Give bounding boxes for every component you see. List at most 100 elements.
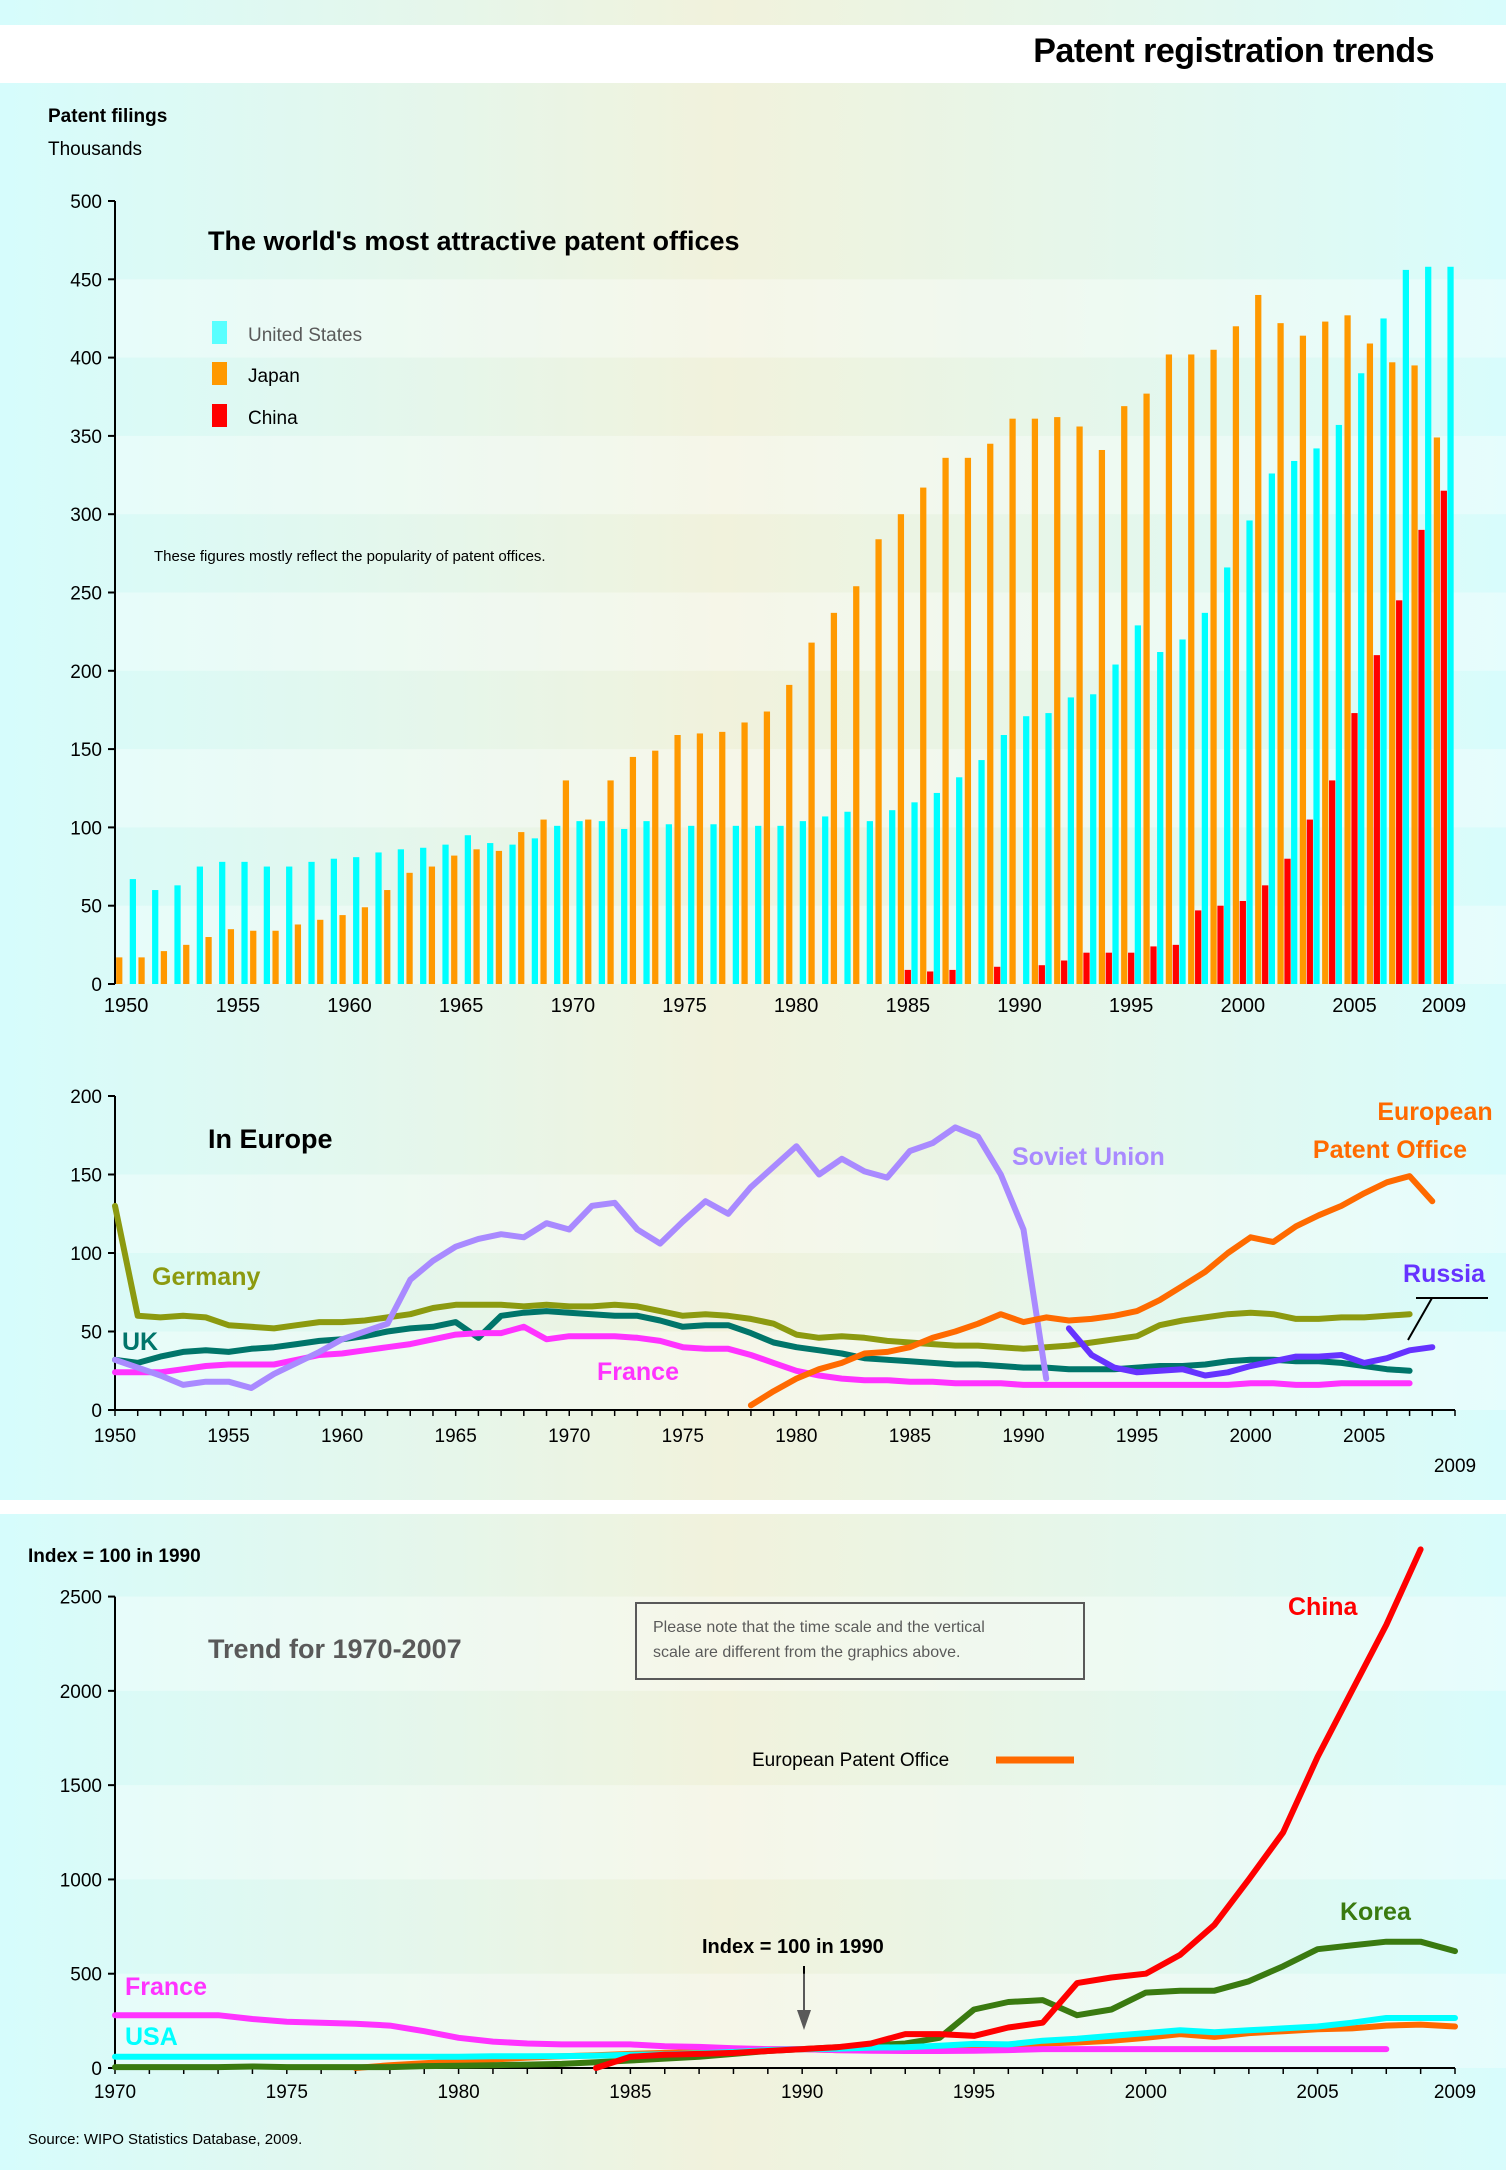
bar-us: [1268, 473, 1275, 984]
bar-japan: [473, 849, 480, 984]
chart1-y-tick-label: 100: [70, 818, 102, 839]
chart2-y-tick-label: 50: [81, 1323, 102, 1344]
chart1-y-tick-label: 0: [91, 975, 102, 996]
annotation-arrow-head: [797, 2010, 811, 2030]
note-box-border: [635, 1602, 1085, 1680]
chart2-title: In Europe: [208, 1124, 333, 1154]
chart3-note-box: Please note that the time scale and the …: [635, 1602, 1085, 1680]
bar-china: [1128, 952, 1135, 984]
chart2-x-end-label: 2009: [1434, 1456, 1476, 1477]
chart3-x-tick-label: 1985: [609, 2082, 651, 2103]
chart3-x-tick-label: 1970: [94, 2082, 136, 2103]
bar-japan: [518, 832, 525, 984]
chart2-y-tick-label: 150: [70, 1166, 102, 1187]
bar-china: [1150, 946, 1157, 984]
chart1-x-tick-label: 1960: [327, 995, 372, 1017]
chart2-line-soviet-union: [112, 1124, 1050, 1391]
chart2-line-france: [112, 1323, 1413, 1388]
chart3-y-tick-label: 500: [70, 1965, 102, 1986]
chart1-y-tick-label: 350: [70, 427, 102, 448]
chart2-line-germany: [112, 1202, 1413, 1352]
bar-us: [1224, 567, 1231, 984]
chart3-y-tick-label: 2000: [60, 1682, 102, 1703]
bar-us: [464, 835, 471, 984]
chart1-x-tick-label: 2005: [1332, 995, 1377, 1017]
bar-japan: [1009, 418, 1016, 984]
bar-us: [799, 821, 806, 984]
chart2-grid-band: [115, 1174, 1506, 1253]
bar-japan: [1255, 294, 1262, 985]
bar-us: [911, 802, 918, 984]
bar-japan: [1098, 449, 1106, 984]
chart2-x-tick-label: 1965: [435, 1426, 477, 1447]
bar-japan: [964, 457, 972, 985]
bar-us: [129, 879, 136, 984]
chart2-x-tick-label: 1960: [321, 1426, 363, 1447]
bar-us: [1313, 448, 1320, 985]
bar-china: [904, 969, 911, 984]
bar-japan: [1210, 349, 1217, 984]
chart2-x-tick-label: 1975: [662, 1426, 704, 1447]
bar-japan: [1389, 362, 1396, 985]
chart1-grid-band: [115, 279, 1506, 358]
bar-us: [1045, 713, 1052, 984]
bar-us: [263, 866, 270, 984]
bar-japan: [428, 866, 436, 984]
bar-us: [978, 760, 985, 984]
chart2-line-uk: [112, 1308, 1413, 1374]
bar-japan: [786, 684, 793, 984]
section-divider: [0, 1500, 1506, 1514]
chart1-x-tick-label: 1950: [104, 995, 149, 1017]
bar-japan: [719, 731, 726, 984]
chart3-grid-band: [115, 1785, 1506, 1880]
bar-japan: [1277, 323, 1284, 984]
chart1-x-tick-label: 1965: [439, 995, 484, 1017]
bar-china: [994, 966, 1001, 984]
bar-us: [1358, 373, 1365, 984]
chart3-label-korea: Korea: [1340, 1898, 1412, 1926]
bar-us: [1000, 735, 1007, 984]
bar-us: [1134, 625, 1141, 984]
bar-japan: [987, 443, 994, 985]
bar-us: [1246, 520, 1253, 984]
legend-swatch-us: [212, 321, 227, 344]
chart3-ylabel: Index = 100 in 1990: [28, 1546, 201, 1567]
chart1-y-tick-label: 150: [70, 740, 102, 761]
bar-japan: [451, 855, 458, 984]
chart3-x-tick-label: 2005: [1296, 2082, 1338, 2103]
bar-japan: [116, 957, 123, 984]
bar-japan: [138, 957, 145, 984]
legend-swatch-china: [212, 404, 227, 427]
bar-china: [1105, 952, 1112, 984]
chart3-y-tick-label: 1500: [60, 1776, 102, 1797]
chart3-annotation: Index = 100 in 1990: [702, 1936, 884, 1958]
chart2-x-tick-label: 1990: [1002, 1426, 1044, 1447]
bar-us: [1201, 612, 1208, 984]
chart2-x-tick-label: 1955: [207, 1426, 249, 1447]
chart2-x-tick-label: 1985: [889, 1426, 931, 1447]
chart1-x-tick-label: 1990: [997, 995, 1042, 1017]
bar-us: [1023, 716, 1030, 984]
bar-us: [554, 825, 561, 984]
bar-us: [1067, 697, 1074, 984]
bar-japan: [1433, 437, 1441, 984]
chart2-label-russia: Russia: [1403, 1260, 1486, 1288]
chart1-x-tick-label: 1970: [551, 995, 596, 1017]
bar-japan: [1411, 365, 1418, 984]
chart1-x-tick-label: 2009: [1422, 995, 1467, 1017]
bar-japan: [1054, 417, 1061, 984]
bar-us: [196, 866, 203, 984]
chart1-y-tick-label: 250: [70, 584, 102, 605]
bar-china: [1329, 780, 1336, 984]
chart2-line-european-patent-office: [747, 1173, 1436, 1409]
bar-japan: [160, 951, 168, 984]
bar-china: [1351, 713, 1358, 984]
chart2-label-france: France: [597, 1358, 679, 1386]
chart1-ylabel-line1: Patent filings: [48, 106, 167, 127]
chart1-x-tick-label: 1995: [1109, 995, 1154, 1017]
chart1-x-tick-label: 1980: [774, 995, 819, 1017]
bar-us: [777, 825, 784, 984]
chart2-label-epo-line2: Patent Office: [1313, 1136, 1467, 1164]
bar-us: [442, 844, 449, 984]
chart2-y-tick-label: 0: [91, 1401, 102, 1422]
